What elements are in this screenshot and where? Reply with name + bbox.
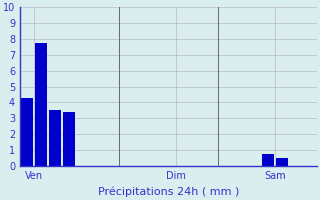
Bar	[276, 158, 288, 166]
Bar	[35, 43, 47, 166]
Bar	[63, 112, 76, 166]
Bar	[262, 154, 274, 166]
X-axis label: Précipitations 24h ( mm ): Précipitations 24h ( mm )	[98, 187, 239, 197]
Bar	[21, 98, 33, 166]
Bar	[49, 110, 61, 166]
